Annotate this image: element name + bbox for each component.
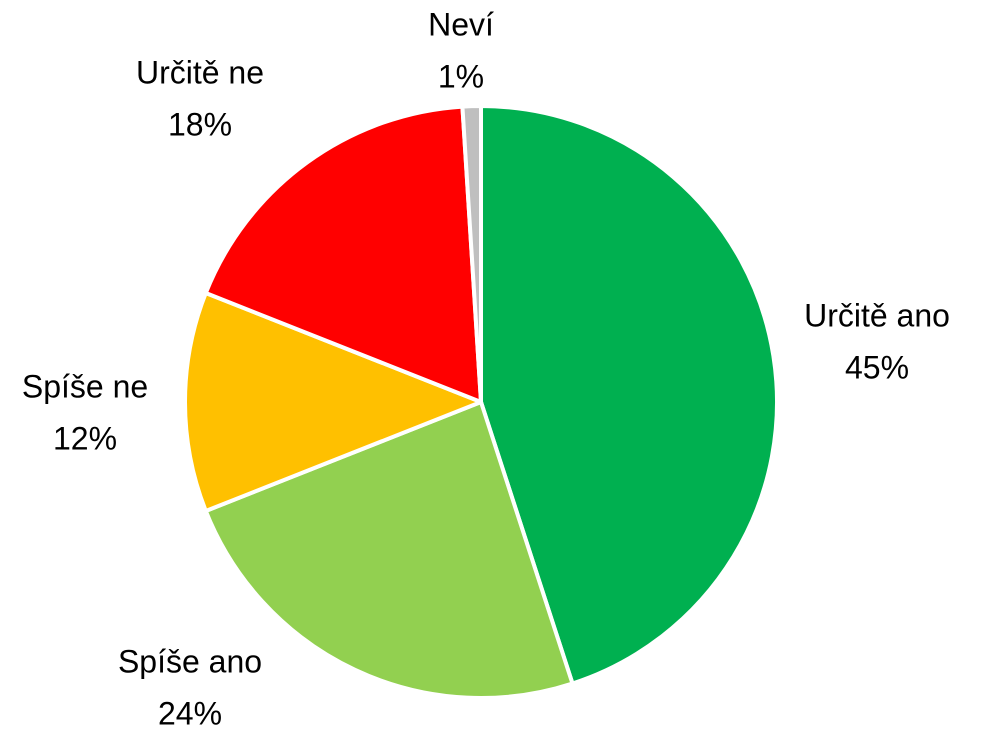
slice-value-label: 1%	[438, 58, 484, 94]
pie-slice	[183, 291, 483, 513]
slice-category-label: Spíše ne	[22, 368, 148, 404]
slice-value-label: 18%	[168, 106, 232, 142]
slice-category-label: Určitě ano	[804, 297, 950, 333]
slice-category-label: Určitě ne	[136, 54, 264, 90]
slice-value-label: 45%	[845, 349, 909, 385]
slice-category-label: Spíše ano	[118, 643, 262, 679]
pie-slice	[479, 104, 779, 686]
slice-value-label: 12%	[53, 420, 117, 456]
slice-value-label: 24%	[158, 695, 222, 731]
pie-slice	[460, 104, 483, 404]
pie-slice	[203, 104, 483, 404]
slice-category-label: Neví	[428, 6, 494, 42]
